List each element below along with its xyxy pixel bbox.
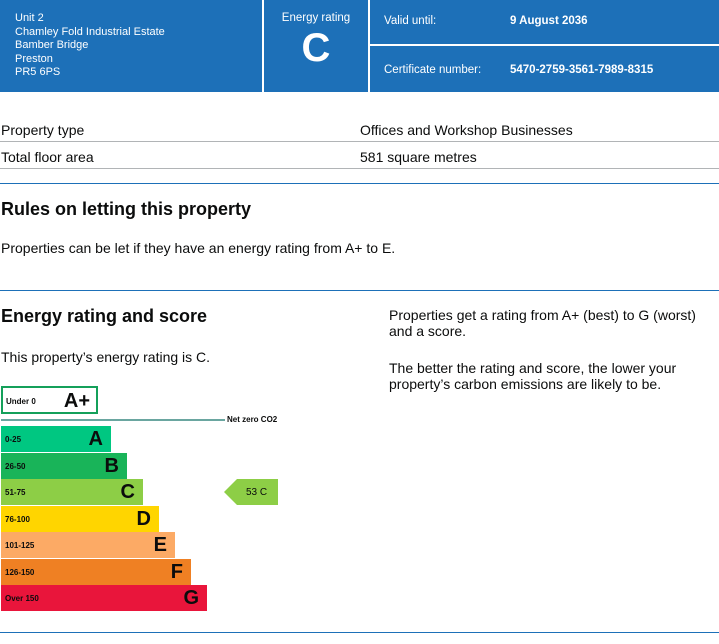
energy-info-text: Properties get a rating from A+ (best) t…	[389, 307, 696, 339]
band-range-label: Over 150	[5, 594, 39, 603]
letting-text: Properties can be let if they have an en…	[1, 240, 396, 256]
energy-heading: Energy rating and score	[1, 306, 208, 326]
section-divider	[0, 183, 719, 184]
band-letter: D	[136, 507, 151, 530]
address-line: Bamber Bridge	[15, 39, 89, 51]
letting-heading: Rules on letting this property	[1, 199, 252, 219]
band-range-label: 26-50	[5, 461, 26, 471]
current-score-label: 53 C	[246, 487, 268, 498]
property-type-value: Offices and Workshop Businesses	[360, 122, 573, 138]
net-zero-label: Net zero CO2	[227, 415, 278, 424]
address-line: PR5 6PS	[15, 66, 61, 78]
pointer-arrow-shape	[224, 479, 278, 505]
band-letter: C	[120, 481, 135, 503]
band-a: 0-25 A	[1, 426, 111, 452]
energy-rating-letter: C	[301, 26, 331, 70]
certificate-number-value: 5470-2759-3561-7989-8315	[510, 64, 654, 76]
band-b: 26-50 B	[1, 452, 127, 479]
band-e: 101-125 E	[1, 532, 175, 558]
band-c: 51-75 C	[1, 479, 143, 505]
certificate-number-row: Certificate number: 5470-2759-3561-7989-…	[370, 46, 719, 92]
address-line: Unit 2	[15, 12, 44, 24]
band-d: 76-100 D	[1, 505, 159, 532]
energy-rating-text: This property’s energy rating is C.	[1, 349, 211, 365]
band-range-label: 76-100	[5, 514, 30, 524]
certificate-header: Unit 2 Chamley Fold Industrial Estate Ba…	[0, 0, 719, 92]
band-letter: F	[170, 560, 183, 583]
band-letter: G	[183, 587, 199, 609]
property-type-label: Property type	[1, 122, 85, 138]
band-range-label: 126-150	[5, 567, 35, 577]
band-range-label: 51-75	[5, 488, 26, 497]
energy-info-text: The better the rating and score, the low…	[389, 360, 677, 392]
energy-rating-label: Energy rating	[281, 12, 351, 24]
floor-area-row: Total floor area 581 square metres	[0, 143, 719, 169]
address-line: Preston	[15, 52, 53, 65]
band-letter: B	[104, 454, 119, 477]
band-f: 126-150 F	[1, 558, 191, 585]
net-zero-line	[1, 419, 225, 421]
address-line: Chamley Fold Industrial Estate	[15, 25, 165, 38]
certificate-number-label: Certificate number:	[384, 64, 482, 76]
property-type-row: Property type Offices and Workshop Busin…	[0, 116, 719, 142]
band-aplus: Under 0 A+	[1, 386, 98, 414]
band-letter: E	[153, 534, 167, 556]
band-letter: A+	[63, 390, 90, 412]
band-range-label: Under 0	[6, 397, 36, 406]
band-letter: A	[88, 428, 103, 450]
band-g: Over 150 G	[1, 585, 207, 611]
current-rating-pointer: 53 C	[224, 479, 278, 505]
section-divider	[0, 632, 719, 633]
band-range-label: 0-25	[5, 435, 22, 444]
property-address: Unit 2 Chamley Fold Industrial Estate Ba…	[0, 0, 262, 92]
floor-area-value: 581 square metres	[360, 149, 477, 165]
valid-until-label: Valid until:	[384, 15, 437, 27]
energy-rating-box: Energy rating C	[264, 0, 368, 92]
valid-until-value: 9 August 2036	[510, 15, 588, 27]
section-divider	[0, 290, 719, 291]
valid-until-row: Valid until: 9 August 2036	[370, 0, 719, 44]
energy-rating-chart: Under 0 A+ Net zero CO2 0-25 A 26-50 B 51-75…	[0, 384, 300, 624]
floor-area-label: Total floor area	[1, 149, 94, 165]
band-range-label: 101-125	[5, 541, 35, 550]
